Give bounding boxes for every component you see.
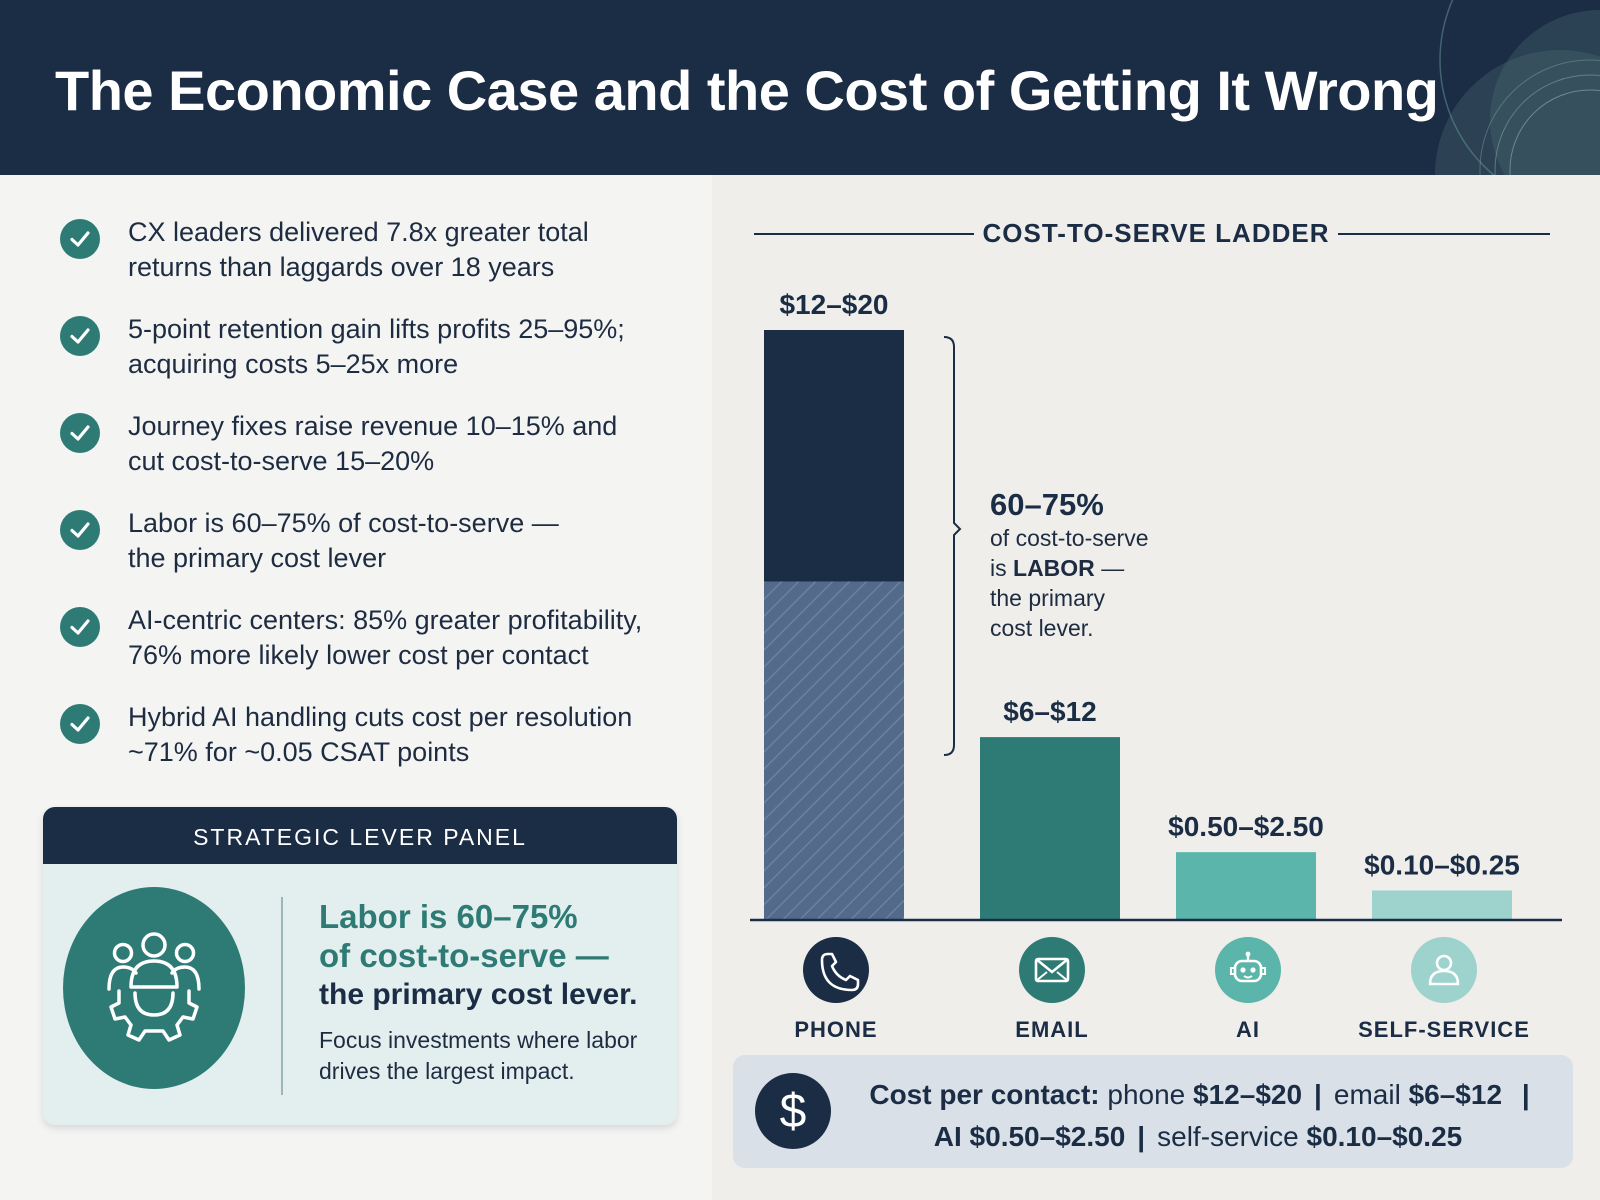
panel-subtext: Focus investments where labor drives the… (319, 1027, 638, 1084)
list-item: Hybrid AI handling cuts cost per resolut… (60, 700, 700, 797)
bar-value-label: $0.10–$0.25 (1364, 850, 1520, 881)
list-item: Journey fixes raise revenue 10–15% and cu… (60, 409, 700, 506)
annotation-line-2: is LABOR — (990, 555, 1125, 581)
panel-headline-2: of cost-to-serve — (319, 937, 609, 974)
title-rule-left (754, 233, 974, 235)
bullet-text: AI-centric centers: 85% greater profitab… (128, 605, 643, 670)
list-item: AI-centric centers: 85% greater profitab… (60, 603, 700, 700)
check-icon (60, 704, 100, 744)
category-label: AI (1236, 1017, 1260, 1042)
cost-ladder-chart: $12–$20 $6–$12 $0.50–$2.50 $0.10–$0.25 PHON… (750, 289, 1562, 1042)
right-column: COST-TO-SERVE LADDER $12–$20 $6–$12 $0.50–… (712, 175, 1600, 1200)
strategic-lever-panel: STRATEGIC LEVER PANEL Labor is 60–75% of… (43, 807, 677, 1125)
bar-self-service (1372, 890, 1512, 920)
list-item: CX leaders delivered 7.8x greater total r… (60, 215, 700, 312)
email-icon (1019, 937, 1085, 1003)
bullet-text: Hybrid AI handling cuts cost per resolut… (128, 702, 633, 767)
labor-bracket (943, 336, 962, 756)
panel-headline-3: the primary cost lever. (319, 978, 638, 1011)
list-item: 5-point retention gain lifts profits 25–… (60, 312, 700, 409)
bullet-text: CX leaders delivered 7.8x greater total r… (128, 217, 589, 282)
check-icon (60, 219, 100, 259)
check-icon (60, 316, 100, 356)
annotation-percent: 60–75% (990, 487, 1104, 522)
title-rule-right (1338, 233, 1550, 235)
dollar-icon: $ (755, 1073, 831, 1149)
left-column: CX leaders delivered 7.8x greater total r… (0, 175, 712, 1200)
bullet-list: CX leaders delivered 7.8x greater total r… (60, 215, 700, 797)
check-icon (60, 510, 100, 550)
category-label: EMAIL (1015, 1017, 1088, 1042)
bullet-text: Journey fixes raise revenue 10–15% and cu… (128, 411, 618, 476)
summary-line-1: Cost per contact: phone $12–$20 | email $6… (869, 1079, 1530, 1110)
check-icon (60, 607, 100, 647)
robot-icon (1215, 937, 1281, 1003)
category-label: PHONE (794, 1017, 877, 1042)
bar-phone-base (764, 330, 904, 582)
category-label: SELF-SERVICE (1358, 1017, 1530, 1042)
annotation-line-1: of cost-to-serve (990, 525, 1149, 551)
annotation-line-3: the primary (990, 585, 1106, 611)
labor-annotation: 60–75% of cost-to-serve is LABOR — the p… (990, 487, 1220, 643)
cost-summary-box: $ Cost per contact: phone $12–$20 | email … (733, 1055, 1573, 1168)
bar-value-label: $6–$12 (1003, 696, 1096, 727)
summary-line-2: AI $0.50–$2.50 | self-service $0.10–$0.25 (933, 1121, 1463, 1152)
panel-title: STRATEGIC LEVER PANEL (43, 807, 677, 864)
bar-value-label: $0.50–$2.50 (1168, 811, 1324, 842)
bullet-text: Labor is 60–75% of cost-to-serve — the pr… (128, 508, 559, 573)
list-item: Labor is 60–75% of cost-to-serve — the pr… (60, 506, 700, 603)
person-icon (1411, 937, 1477, 1003)
bar-value-label: $12–$20 (779, 289, 888, 320)
page-title: The Economic Case and the Cost of Gettin… (55, 59, 1439, 122)
bar-email (980, 737, 1120, 920)
bullet-text: 5-point retention gain lifts profits 25–… (128, 314, 625, 379)
bar-phone-labor (764, 581, 904, 920)
panel-divider (281, 897, 283, 1095)
header-banner: The Economic Case and the Cost of Gettin… (0, 0, 1600, 175)
phone-icon (803, 937, 869, 1003)
annotation-line-4: cost lever. (990, 615, 1094, 641)
panel-headline-1: Labor is 60–75% (319, 898, 578, 935)
team-gear-icon (63, 887, 245, 1089)
decorative-arcs-icon (1435, 0, 1600, 175)
bar-ai (1176, 852, 1316, 920)
check-icon (60, 413, 100, 453)
chart-title: COST-TO-SERVE LADDER (982, 218, 1330, 248)
